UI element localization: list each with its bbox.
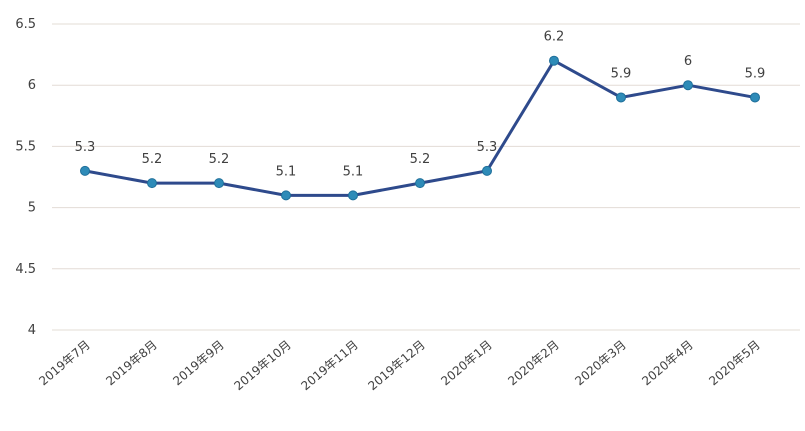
x-tick-label: 2020年3月 bbox=[572, 338, 629, 389]
data-label: 5.1 bbox=[276, 164, 297, 179]
x-tick-label: 2019年8月 bbox=[103, 338, 160, 389]
data-point bbox=[616, 92, 626, 103]
y-axis-ticks: 4 4.5 5 5.5 6 6.5 bbox=[15, 17, 36, 338]
data-point bbox=[281, 190, 291, 201]
y-tick-label: 6 bbox=[28, 78, 36, 93]
data-labels: 5.3 5.2 5.2 5.1 5.1 5.2 5.3 6.2 5.9 6 5.9 bbox=[75, 30, 766, 180]
data-point bbox=[80, 165, 90, 176]
x-tick-label: 2020年5月 bbox=[706, 338, 763, 389]
x-tick-label: 2019年9月 bbox=[170, 338, 227, 389]
data-point bbox=[549, 55, 559, 66]
data-label: 5.2 bbox=[142, 152, 163, 167]
y-tick-label: 6.5 bbox=[15, 17, 36, 32]
y-tick-label: 5 bbox=[28, 201, 36, 216]
data-point bbox=[147, 178, 157, 189]
x-tick-label: 2020年2月 bbox=[505, 338, 562, 389]
data-label: 5.3 bbox=[75, 140, 96, 155]
data-point bbox=[214, 178, 224, 189]
x-tick-label: 2020年4月 bbox=[639, 338, 696, 389]
data-point bbox=[482, 165, 492, 176]
y-tick-label: 4.5 bbox=[15, 262, 36, 277]
data-label: 5.1 bbox=[343, 164, 364, 179]
data-label: 5.2 bbox=[410, 152, 431, 167]
series-lines bbox=[84, 59, 756, 197]
x-tick-label: 2019年12月 bbox=[365, 338, 427, 394]
data-label: 5.3 bbox=[477, 140, 498, 155]
x-tick-label: 2019年11月 bbox=[298, 338, 360, 394]
data-point bbox=[415, 178, 425, 189]
x-tick-label: 2019年10月 bbox=[231, 338, 293, 394]
x-axis-ticks: 2019年7月 2019年8月 2019年9月 2019年10月 2019年11月 201… bbox=[36, 338, 763, 394]
data-label: 5.2 bbox=[209, 152, 230, 167]
data-label: 6 bbox=[684, 54, 692, 69]
y-tick-label: 5.5 bbox=[15, 139, 36, 154]
gridlines bbox=[52, 23, 800, 331]
data-label: 5.9 bbox=[745, 66, 766, 81]
data-point bbox=[683, 80, 693, 91]
series-line bbox=[84, 59, 756, 197]
data-point bbox=[348, 190, 358, 201]
y-tick-label: 4 bbox=[28, 323, 36, 338]
data-label: 6.2 bbox=[544, 30, 565, 45]
data-label: 5.9 bbox=[611, 66, 632, 81]
series-points bbox=[80, 55, 760, 201]
x-tick-label: 2019年7月 bbox=[36, 338, 93, 389]
data-point bbox=[750, 92, 760, 103]
x-tick-label: 2020年1月 bbox=[438, 338, 495, 389]
